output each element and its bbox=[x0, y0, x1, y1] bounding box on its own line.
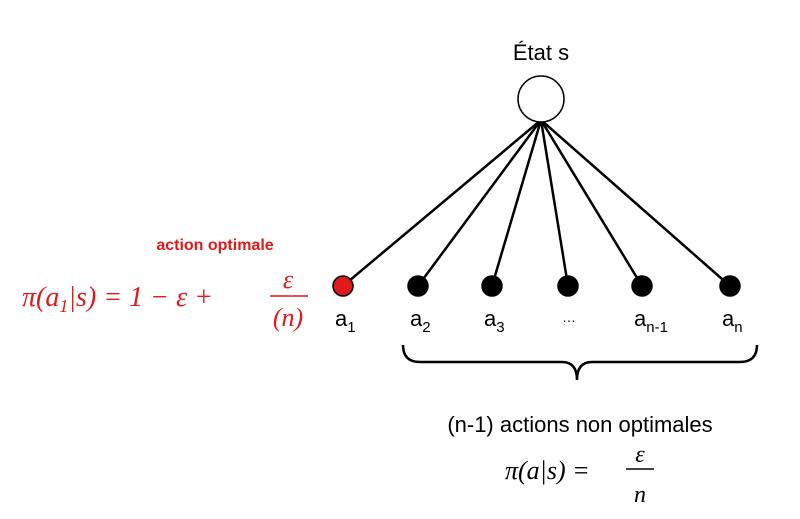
optimal-action-tag: action optimale bbox=[156, 237, 273, 254]
non-optimal-caption: (n-1) actions non optimales bbox=[447, 412, 712, 437]
svg-text:π(a1|s) = 1 − ε +: π(a1|s) = 1 − ε + bbox=[22, 282, 213, 316]
edge-6 bbox=[540, 119, 731, 287]
edge-3 bbox=[490, 119, 543, 287]
edges bbox=[342, 119, 731, 287]
optimal-policy-formula: π(a1|s) = 1 − ε + ε (n) bbox=[22, 265, 308, 332]
edge-4 bbox=[539, 119, 570, 287]
optimal-formula-denominator: (n) bbox=[273, 303, 303, 332]
action-node-2 bbox=[407, 275, 429, 297]
optimal-action-node bbox=[332, 275, 354, 297]
action-label-3: a3 bbox=[484, 306, 505, 336]
state-node bbox=[517, 75, 565, 123]
action-node-6 bbox=[719, 275, 741, 297]
optimal-formula-numerator: ε bbox=[283, 265, 294, 294]
non-optimal-formula-lhs: π(a|s) = bbox=[505, 456, 590, 485]
optimal-formula-lhs: π(a bbox=[22, 282, 59, 313]
brace bbox=[401, 344, 759, 381]
edge-5 bbox=[539, 119, 644, 287]
action-label-4: … bbox=[562, 309, 576, 325]
optimal-formula-sub: 1 bbox=[59, 296, 68, 316]
action-nodes bbox=[332, 275, 741, 297]
action-label-2: a2 bbox=[410, 306, 431, 336]
non-optimal-formula-numerator: ε bbox=[635, 442, 645, 468]
action-node-4 bbox=[557, 275, 579, 297]
non-optimal-policy-formula: π(a|s) = ε n bbox=[505, 442, 654, 508]
action-label-1: a1 bbox=[335, 306, 356, 336]
action-node-3 bbox=[481, 275, 503, 297]
action-label-5: an-1 bbox=[634, 306, 668, 336]
optimal-formula-rhs: |s) = 1 − ε + bbox=[68, 282, 213, 313]
edge-2 bbox=[416, 119, 543, 287]
action-node-5 bbox=[631, 275, 653, 297]
action-labels: a1 a2 a3 … an-1 an bbox=[335, 306, 743, 336]
state-label: État s bbox=[513, 40, 569, 65]
edge-1 bbox=[342, 119, 542, 287]
non-optimal-formula-denominator: n bbox=[634, 482, 646, 508]
action-label-6: an bbox=[722, 306, 743, 336]
